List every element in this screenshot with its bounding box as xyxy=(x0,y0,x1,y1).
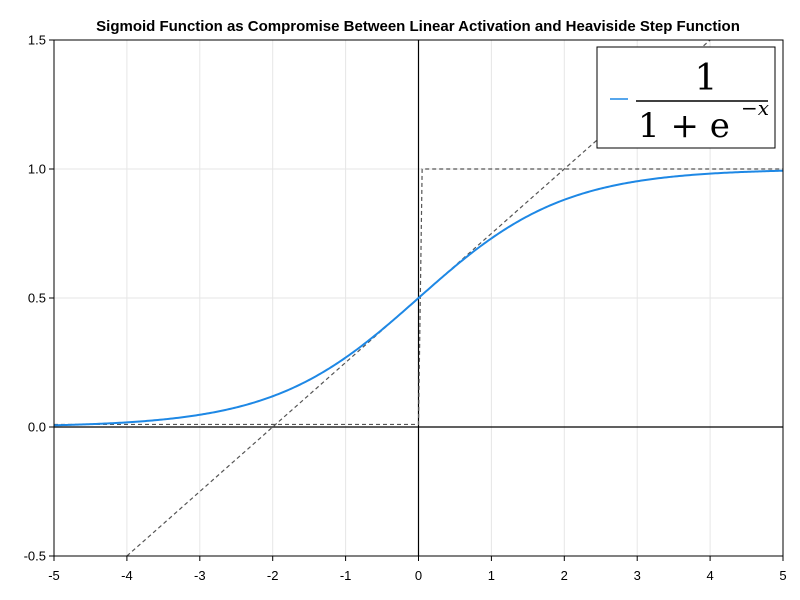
x-tick-label-1: -4 xyxy=(121,568,133,583)
legend: 1 1 + e −x xyxy=(596,46,776,149)
series-layer xyxy=(53,39,784,557)
y-tick-label-2: 0.5 xyxy=(28,291,46,306)
x-tick-label-9: 4 xyxy=(706,568,713,583)
x-tick-label-10: 5 xyxy=(779,568,786,583)
legend-denominator: 1 + e xyxy=(638,106,730,146)
y-tick-label-1: 0.0 xyxy=(28,420,46,435)
legend-numerator: 1 xyxy=(695,58,718,99)
legend-exponent: −x xyxy=(741,96,769,120)
tick-layer: -5 -4 -3 -2 -1 0 1 2 3 4 5 -0.5 0.0 0.5 1.0 1.5 xyxy=(24,33,787,584)
y-tick-label-0: -0.5 xyxy=(24,549,46,564)
x-tick-label-0: -5 xyxy=(48,568,60,583)
x-tick-label-2: -3 xyxy=(194,568,206,583)
series-line-linear xyxy=(126,39,711,557)
x-tick-label-7: 2 xyxy=(561,568,568,583)
legend-box xyxy=(596,46,776,149)
series-line-sigmoid xyxy=(53,169,784,427)
x-tick-label-8: 3 xyxy=(634,568,641,583)
x-tick-label-6: 1 xyxy=(488,568,495,583)
chart-title: Sigmoid Function as Compromise Between L… xyxy=(96,18,740,35)
x-tick-label-3: -2 xyxy=(267,568,279,583)
y-tick-label-3: 1.0 xyxy=(28,162,46,177)
y-tick-label-4: 1.5 xyxy=(28,33,46,48)
x-tick-label-5: 0 xyxy=(415,568,422,583)
x-tick-label-4: -1 xyxy=(340,568,352,583)
